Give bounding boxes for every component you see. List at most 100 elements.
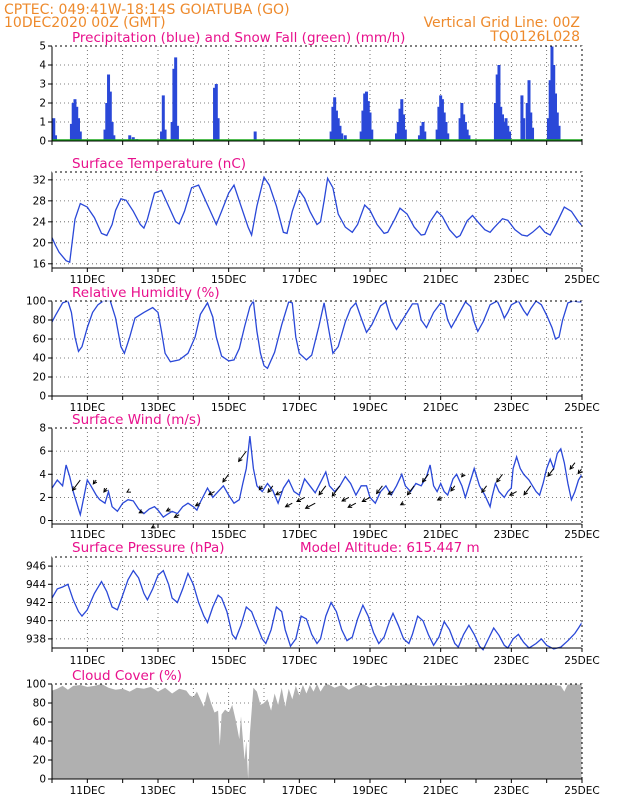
y-tick-label: 942 bbox=[26, 597, 46, 609]
x-tick-label: 17DEC bbox=[282, 785, 317, 797]
rh-y-ticks: 0 20 40 60 80 100 bbox=[26, 296, 52, 403]
precip-bar bbox=[462, 114, 466, 141]
wind-vector-head bbox=[173, 513, 179, 518]
y-tick-label: 3 bbox=[39, 79, 46, 91]
precip-bar bbox=[54, 135, 58, 141]
wind-vector-head bbox=[547, 472, 552, 477]
y-tick-label: 5 bbox=[39, 41, 46, 53]
wind-vector-head bbox=[406, 490, 412, 496]
precip-bar bbox=[105, 103, 109, 141]
wind-line bbox=[51, 436, 583, 518]
x-tick-label: 11DEC bbox=[70, 655, 105, 667]
precip-bar bbox=[333, 97, 337, 141]
wind-vector bbox=[305, 502, 316, 509]
wind-vector-head bbox=[222, 477, 227, 483]
precip-bar bbox=[499, 106, 503, 141]
precip-bar bbox=[73, 99, 77, 141]
precip-y-ticks: 0 1 2 3 4 5 bbox=[39, 41, 52, 148]
y-tick-label: 16 bbox=[33, 258, 47, 270]
x-tick-label: 17DEC bbox=[282, 529, 317, 541]
x-tick-label: 19DEC bbox=[352, 785, 387, 797]
precip-bar bbox=[400, 99, 404, 141]
wind-vector-head bbox=[238, 457, 243, 463]
wind-vector-head bbox=[92, 479, 98, 485]
precip-bar bbox=[160, 131, 164, 141]
header-date: 10DEC2020 00Z (GMT) bbox=[4, 15, 166, 31]
wind-vector bbox=[267, 485, 274, 493]
precip-bar bbox=[554, 93, 557, 141]
temp-frame bbox=[51, 171, 583, 269]
header-location: CPTEC: 049:41W-18:14S GOIATUBA (GO) bbox=[4, 2, 290, 18]
y-tick-label: 2 bbox=[39, 98, 46, 110]
wind-vector-head bbox=[436, 496, 442, 501]
precip-bar bbox=[557, 125, 561, 141]
wind-vector-head bbox=[318, 490, 323, 496]
pressure-title: Surface Pressure (hPa) bbox=[72, 540, 225, 556]
wind-vector bbox=[296, 496, 305, 502]
precip-bar bbox=[463, 122, 467, 141]
precip-bar bbox=[396, 122, 400, 141]
wind-vector-head bbox=[387, 490, 393, 495]
precip-bar bbox=[423, 131, 427, 141]
wind-vector bbox=[275, 491, 282, 496]
precip-bar bbox=[458, 118, 462, 141]
wind-vector-head bbox=[126, 488, 132, 493]
y-tick-label: 100 bbox=[26, 679, 46, 691]
y-tick-label: 8 bbox=[39, 423, 46, 435]
y-tick-label: 2 bbox=[39, 492, 46, 504]
wind-vector bbox=[450, 485, 456, 492]
x-tick-label: 25DEC bbox=[564, 274, 599, 286]
y-tick-label: 938 bbox=[26, 633, 46, 645]
y-tick-label: 944 bbox=[26, 579, 46, 591]
wind-vector-head bbox=[450, 486, 455, 492]
precip-bar bbox=[75, 106, 79, 141]
wind-vector-head bbox=[341, 497, 347, 502]
wind-vector bbox=[238, 450, 247, 462]
x-tick-label: 13DEC bbox=[140, 529, 175, 541]
x-tick-label: 15DEC bbox=[211, 529, 246, 541]
precip-bar bbox=[493, 103, 497, 141]
precip-bar bbox=[398, 108, 402, 141]
y-tick-label: 6 bbox=[39, 446, 46, 458]
wind-x-labels: 11DEC 13DEC 15DEC 17DEC 19DEC 21DEC 23DEC 25DEC bbox=[70, 529, 600, 541]
x-tick-label: 19DEC bbox=[352, 529, 387, 541]
precip-bar bbox=[465, 129, 469, 141]
wind-vector-head bbox=[347, 503, 353, 508]
pressure-line bbox=[51, 569, 583, 651]
precip-bar bbox=[508, 131, 512, 141]
wind-vector-head bbox=[569, 465, 574, 470]
temp-line bbox=[51, 175, 583, 264]
precip-bar bbox=[497, 65, 501, 141]
wind-vector bbox=[509, 491, 517, 496]
wind-grid bbox=[52, 428, 582, 524]
wind-vector-head bbox=[103, 487, 108, 493]
x-tick-label: 15DEC bbox=[211, 655, 246, 667]
precip-bar bbox=[402, 114, 406, 141]
y-tick-label: 100 bbox=[26, 296, 46, 308]
precip-bar bbox=[440, 99, 444, 141]
precip-bar bbox=[131, 137, 135, 141]
wind-vector-head bbox=[304, 504, 310, 509]
precip-bars bbox=[52, 46, 561, 141]
wind-vector-head bbox=[481, 488, 486, 494]
precip-bar bbox=[174, 57, 178, 141]
precip-bar bbox=[527, 80, 531, 141]
x-tick-label: 21DEC bbox=[423, 785, 458, 797]
precip-bar bbox=[366, 101, 370, 141]
x-tick-label: 11DEC bbox=[70, 402, 105, 414]
wind-vector-head bbox=[421, 477, 427, 483]
y-tick-label: 28 bbox=[33, 195, 46, 207]
x-tick-label: 25DEC bbox=[564, 785, 599, 797]
y-tick-label: 0 bbox=[39, 136, 46, 148]
precip-panel: 0 1 2 3 4 5 Precipitation (blue) and Snow Fall… bbox=[39, 30, 583, 148]
precip-bar bbox=[128, 135, 132, 141]
precip-bar bbox=[170, 122, 174, 141]
precip-bar bbox=[495, 74, 499, 141]
wind-vector-head bbox=[508, 491, 514, 496]
wind-y-ticks: 0 2 4 6 8 bbox=[39, 423, 52, 527]
cloud-cover-area bbox=[52, 684, 582, 779]
precip-bar bbox=[548, 80, 552, 141]
x-tick-label: 17DEC bbox=[282, 655, 317, 667]
wind-vector-head bbox=[361, 497, 367, 503]
precip-bar bbox=[71, 103, 75, 141]
